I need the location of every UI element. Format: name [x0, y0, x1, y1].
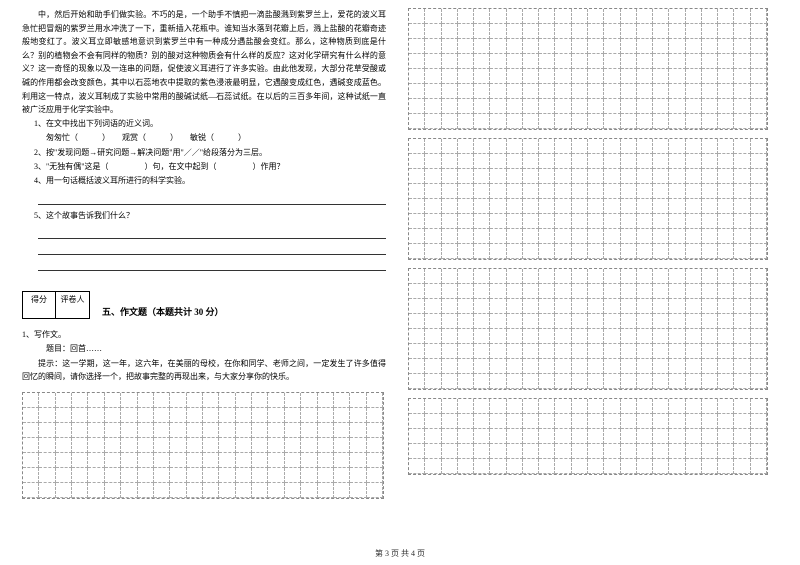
left-column: 中，然后开始和助手们做实验。不巧的是，一个助手不慎把一滴盐酸溅到紫罗兰上，爱花的…: [0, 0, 400, 565]
writing-grid-r4: [408, 398, 768, 475]
question-4: 4、用一句话概括波义耳所进行的科学实验。: [22, 174, 386, 188]
section-5-title: 五、作文题（本题共计 30 分）: [102, 305, 386, 318]
page-container: 中，然后开始和助手们做实验。不巧的是，一个助手不慎把一滴盐酸溅到紫罗兰上，爱花的…: [0, 0, 800, 565]
answer-line: [38, 227, 386, 239]
question-2: 2、按"发现问题→研究问题→解决问题"用"／／"给段落分为三层。: [22, 146, 386, 160]
right-column: [400, 0, 800, 565]
question-1: 1、在文中找出下列词语的近义词。: [22, 117, 386, 131]
blank: [146, 133, 170, 142]
q3-b: ）句，在文中起到（: [145, 162, 217, 171]
essay-hint: 提示：这一学期，这一年，这六年，在美丽的母校，在你和同学、老师之间，一定发生了许…: [22, 357, 386, 384]
q1-word-a: 匆匆忙（: [46, 133, 78, 142]
essay-label: 1、写作文。: [22, 328, 386, 342]
blank: [214, 133, 238, 142]
blank: [109, 162, 145, 171]
passage-text: 中，然后开始和助手们做实验。不巧的是，一个助手不慎把一滴盐酸溅到紫罗兰上，爱花的…: [22, 8, 386, 117]
q1-word-d: ）: [238, 133, 246, 142]
q3-a: 3、"无独有偶"这是（: [34, 162, 109, 171]
score-cell-score: 得分: [22, 291, 56, 319]
writing-grid-left: [22, 392, 384, 499]
q1-word-c: ） 敏锐（: [170, 133, 214, 142]
question-3: 3、"无独有偶"这是（ ）句，在文中起到（ ）作用？: [22, 160, 386, 174]
writing-grid-r3: [408, 268, 768, 390]
writing-grid-r2: [408, 138, 768, 260]
blank: [217, 162, 253, 171]
q1-word-b: ） 观赏（: [102, 133, 146, 142]
writing-grid-r1: [408, 8, 768, 130]
q3-c: ）作用？: [253, 162, 285, 171]
blank: [78, 133, 102, 142]
page-footer: 第 3 页 共 4 页: [0, 548, 800, 559]
score-cell-grader: 评卷人: [56, 291, 90, 319]
essay-topic: 题目：回首……: [22, 342, 386, 356]
answer-line: [38, 243, 386, 255]
answer-line: [38, 259, 386, 271]
question-1-blanks: 匆匆忙（ ） 观赏（ ） 敏锐（ ）: [22, 131, 386, 145]
question-5: 5、这个故事告诉我们什么？: [22, 209, 386, 223]
answer-line: [38, 193, 386, 205]
